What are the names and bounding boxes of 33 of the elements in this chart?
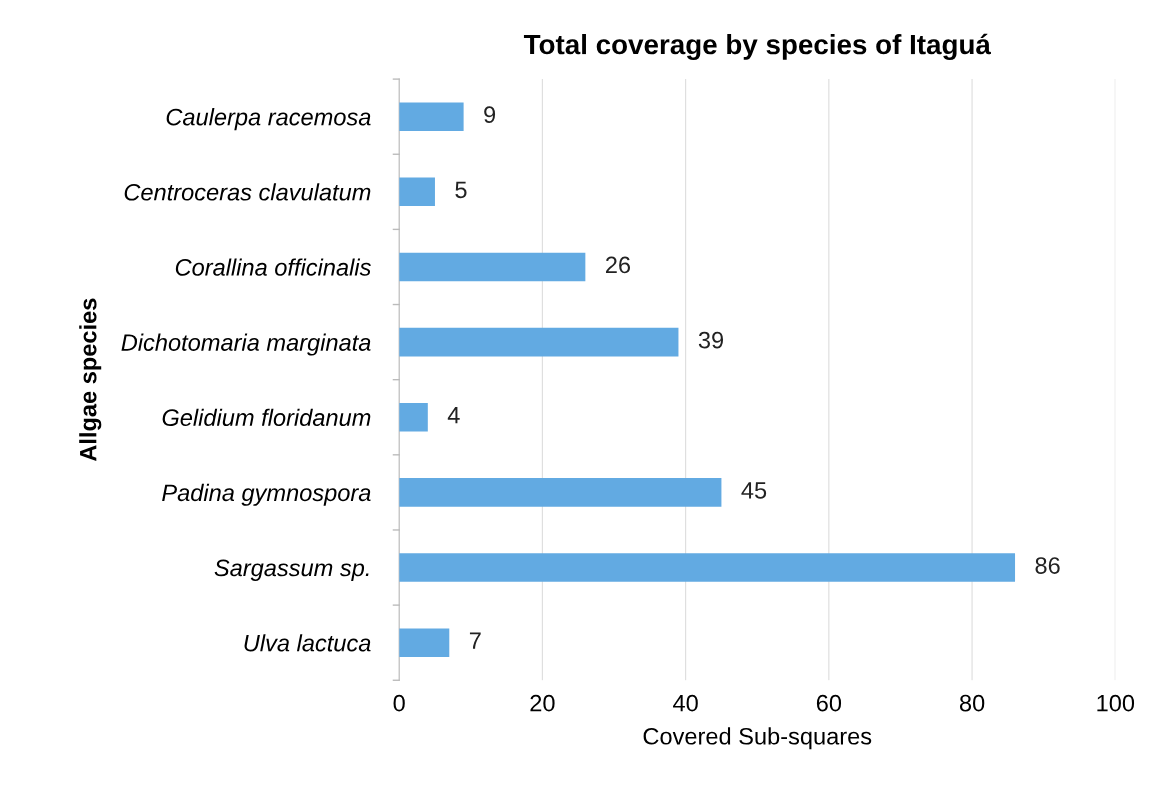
bar xyxy=(399,628,450,657)
x-tick-label: 20 xyxy=(530,694,555,712)
x-axis-title: Covered Sub-squares xyxy=(643,727,872,750)
y-tick-label: Gelidium floridanum xyxy=(162,408,371,427)
data-label: 4 xyxy=(447,407,460,424)
y-tick-label: Sargassum sp. xyxy=(214,559,369,581)
x-tick-label: 80 xyxy=(959,694,985,712)
y-tick-label: Caulerpa racemosa xyxy=(166,108,371,131)
x-tick-label: 40 xyxy=(673,694,698,712)
x-tick-label: 0 xyxy=(393,694,405,712)
y-tick-label: Dichotomaria marginata xyxy=(121,333,371,356)
y-tick-label: Corallina officinalis xyxy=(175,258,371,276)
data-label: 26 xyxy=(605,256,631,274)
bar xyxy=(399,402,428,432)
data-label: 86 xyxy=(1035,557,1060,574)
data-label: 39 xyxy=(698,331,724,349)
chart-title: Total coverage by species of Itaguá xyxy=(523,33,991,60)
y-tick-label: Padina gymnospora xyxy=(162,483,371,506)
x-tick-label: 100 xyxy=(1097,694,1135,712)
bar xyxy=(399,553,1016,582)
y-tick-label: Centroceras clavulatum xyxy=(124,183,371,201)
bar xyxy=(399,102,464,131)
bar xyxy=(399,177,435,207)
data-label: 5 xyxy=(455,181,467,199)
bar xyxy=(399,478,722,507)
data-label: 7 xyxy=(469,632,481,649)
data-label: 45 xyxy=(741,482,767,499)
y-axis-title: Allgae species xyxy=(79,298,102,462)
bar xyxy=(399,327,679,357)
data-label: 9 xyxy=(484,106,496,124)
x-tick-label: 60 xyxy=(816,694,842,712)
bar xyxy=(399,252,586,282)
y-tick-label: Ulva lactuca xyxy=(244,634,371,652)
